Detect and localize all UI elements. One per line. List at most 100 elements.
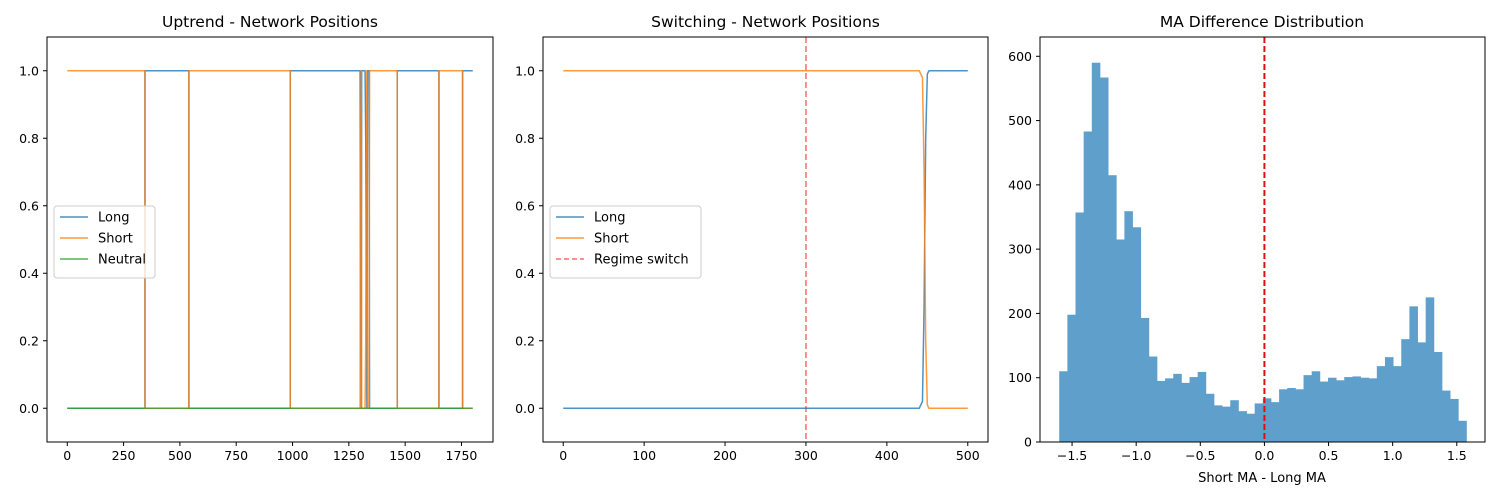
ma-difference-bar xyxy=(1075,212,1085,442)
uptrend-axes-frame xyxy=(46,36,494,443)
ma-difference-x-tick-label: −1.5 xyxy=(1057,448,1087,463)
ma-difference-bar xyxy=(1303,375,1313,442)
ma-difference-bar xyxy=(1458,420,1467,442)
ma-difference-title: MA Difference Distribution xyxy=(1160,13,1364,31)
ma-difference-bar xyxy=(1417,342,1427,442)
switching-x-tick-label: 300 xyxy=(794,448,818,463)
ma-difference-y-tick-label: 300 xyxy=(1008,242,1032,257)
switching-legend-box xyxy=(549,205,702,279)
ma-difference-bar xyxy=(1409,306,1418,442)
ma-difference-bar xyxy=(1450,398,1459,442)
uptrend-x-tick-label: 0 xyxy=(63,448,71,463)
uptrend-x-tick-label: 1500 xyxy=(389,448,421,463)
ma-difference-x-tick-label: −0.5 xyxy=(1185,448,1215,463)
switching-x-tick-label: 200 xyxy=(713,448,737,463)
ma-difference-bar xyxy=(1067,314,1076,442)
ma-difference-bar xyxy=(1238,411,1247,442)
ma-difference-bar xyxy=(1116,239,1125,442)
switching-y-tick-label: 0.8 xyxy=(515,131,535,146)
ma-difference-x-tick-label: 0.5 xyxy=(1319,448,1339,463)
ma-difference-bar xyxy=(1165,378,1174,442)
switching-y-tick-label: 1.0 xyxy=(515,63,535,78)
ma-difference-x-tick-label: 0.0 xyxy=(1254,448,1274,463)
ma-difference-bar xyxy=(1205,393,1215,442)
uptrend-x-tick-label: 1000 xyxy=(277,448,309,463)
uptrend-legend-label: Neutral xyxy=(98,253,146,268)
switching-x-tick-label: 500 xyxy=(956,448,980,463)
ma-difference-bar xyxy=(1181,382,1190,442)
uptrend-x-tick-label: 750 xyxy=(224,448,248,463)
ma-difference-y-tick-label: 100 xyxy=(1008,370,1032,385)
ma-difference-x-tick-label: −1.0 xyxy=(1121,448,1151,463)
uptrend-x-tick-label: 1250 xyxy=(333,448,365,463)
ma-difference-y-tick-label: 0 xyxy=(1024,435,1032,450)
ma-difference-bar xyxy=(1254,403,1264,442)
ma-difference-bar xyxy=(1368,378,1378,442)
switching-y-tick-label: 0.4 xyxy=(515,266,535,281)
ma-difference-bar xyxy=(1360,377,1370,442)
uptrend-x-tick-label: 250 xyxy=(112,448,136,463)
ma-difference-bar xyxy=(1393,366,1402,442)
ma-difference-bar xyxy=(1319,381,1329,442)
switching-series-short xyxy=(563,70,968,409)
ma-difference-bar xyxy=(1132,227,1142,442)
ma-difference-bar xyxy=(1295,389,1304,442)
ma-difference-bar xyxy=(1083,131,1093,442)
uptrend-legend-label: Short xyxy=(98,232,133,247)
ma-difference-bar xyxy=(1148,356,1158,442)
ma-difference-bar xyxy=(1108,175,1117,442)
ma-difference-panel: MA Difference Distribution Short MA - Lo… xyxy=(1008,13,1486,486)
ma-difference-bar xyxy=(1173,373,1182,442)
ma-difference-bar xyxy=(1197,371,1207,442)
switching-panel: Switching - Network Positions 0 100 200 300… xyxy=(515,13,989,463)
switching-axes-frame xyxy=(542,36,989,443)
ma-difference-bar xyxy=(1311,371,1321,442)
uptrend-y-tick-label: 0.0 xyxy=(19,401,39,416)
ma-difference-bar xyxy=(1376,366,1386,442)
ma-difference-bar xyxy=(1401,339,1410,442)
ma-difference-bar xyxy=(1425,297,1435,442)
ma-difference-bar xyxy=(1441,390,1451,442)
ma-difference-bar xyxy=(1336,380,1345,442)
ma-difference-bar xyxy=(1099,77,1109,442)
ma-difference-bar xyxy=(1213,405,1223,442)
ma-difference-y-tick-label: 500 xyxy=(1008,113,1032,128)
ma-difference-bar xyxy=(1262,398,1272,442)
uptrend-y-tick-label: 0.4 xyxy=(19,266,39,281)
uptrend-y-tick-label: 0.8 xyxy=(19,131,39,146)
switching-y-tick-label: 0.6 xyxy=(515,198,535,213)
ma-difference-bar xyxy=(1091,62,1101,443)
switching-legend: Long Short Regime switch xyxy=(549,205,702,279)
ma-difference-bar xyxy=(1124,211,1133,442)
switching-x-tick-label: 0 xyxy=(559,448,567,463)
switching-y-tick-label: 0.2 xyxy=(515,333,535,348)
ma-difference-y-tick-label: 400 xyxy=(1008,177,1032,192)
uptrend-x-tick-label: 500 xyxy=(168,448,192,463)
ma-difference-axes-frame xyxy=(1039,36,1486,443)
uptrend-legend: Long Short Neutral xyxy=(53,205,156,279)
ma-difference-bar xyxy=(1246,413,1256,442)
ma-difference-x-tick-label: 1.5 xyxy=(1447,448,1467,463)
ma-difference-xlabel: Short MA - Long MA xyxy=(1198,471,1326,486)
switching-x-tick-label: 400 xyxy=(875,448,899,463)
ma-difference-bar xyxy=(1433,352,1443,442)
ma-difference-y-tick-label: 200 xyxy=(1008,306,1032,321)
switching-title: Switching - Network Positions xyxy=(651,13,880,31)
switching-legend-label: Short xyxy=(594,232,629,247)
uptrend-panel: Uptrend - Network Positions 0 250 500 750 10… xyxy=(19,13,494,463)
uptrend-y-tick-label: 0.2 xyxy=(19,333,39,348)
ma-difference-bar xyxy=(1384,357,1394,442)
ma-difference-bar xyxy=(1222,406,1231,442)
ma-difference-x-tick-label: 1.0 xyxy=(1383,448,1403,463)
ma-difference-bar xyxy=(1344,377,1353,442)
switching-legend-label: Regime switch xyxy=(594,253,689,268)
uptrend-series-short xyxy=(67,70,473,409)
switching-y-tick-label: 0.0 xyxy=(515,401,535,416)
ma-difference-bar xyxy=(1327,377,1337,442)
uptrend-y-tick-label: 0.6 xyxy=(19,198,39,213)
ma-difference-bar xyxy=(1189,377,1199,442)
switching-legend-label: Long xyxy=(594,211,625,226)
uptrend-y-tick-label: 1.0 xyxy=(19,63,39,78)
ma-difference-bar xyxy=(1230,400,1239,442)
